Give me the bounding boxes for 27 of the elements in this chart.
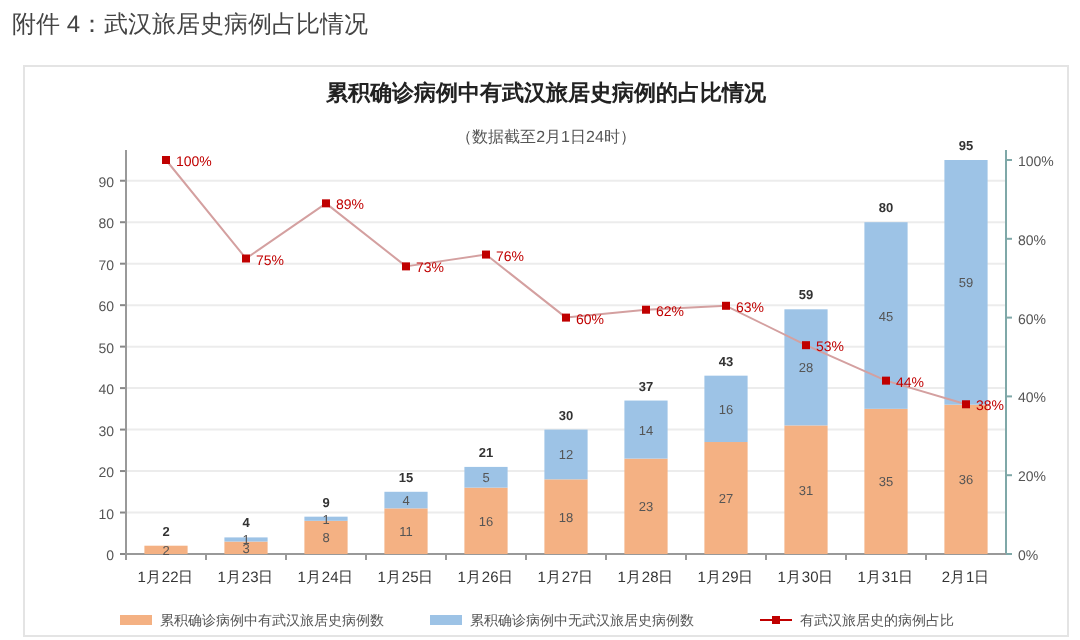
point — [722, 301, 730, 310]
point — [562, 313, 570, 322]
bar — [384, 491, 428, 509]
point — [162, 156, 170, 164]
text: 附件 4：武汉旅居史病例占比情况 — [12, 10, 369, 38]
bar — [704, 375, 748, 443]
bar — [544, 479, 588, 554]
point — [802, 341, 810, 350]
point — [322, 199, 330, 208]
chart-subtitle: （数据截至2月1日24时） — [456, 128, 636, 146]
point — [882, 376, 890, 385]
bar — [544, 429, 588, 480]
bar — [304, 520, 348, 554]
bar — [624, 458, 668, 554]
bar — [784, 425, 828, 554]
point — [242, 254, 250, 263]
bar — [464, 466, 508, 488]
bar — [624, 400, 668, 459]
point — [642, 305, 650, 314]
point — [962, 400, 970, 409]
bar — [704, 442, 748, 554]
bar — [384, 508, 428, 554]
chart-title: 累积确诊病例中有武汉旅居史病例的占比情况 — [324, 80, 768, 106]
point — [482, 250, 490, 259]
point — [402, 262, 410, 271]
bar — [864, 408, 908, 554]
bar — [464, 487, 508, 554]
